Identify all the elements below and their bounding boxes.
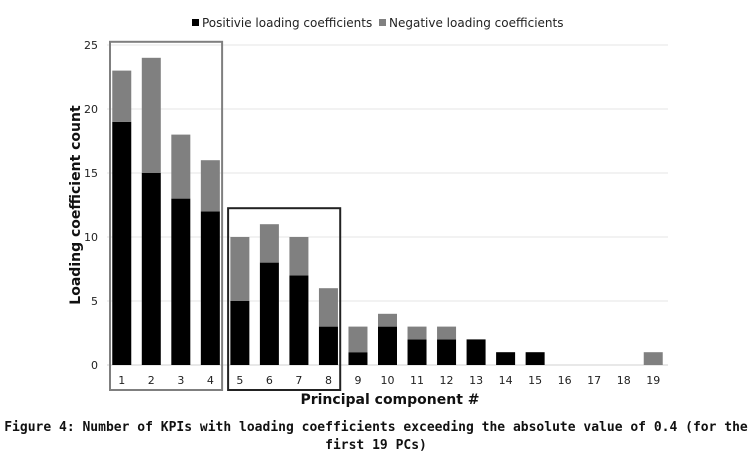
bar-segment: [643, 352, 663, 365]
bar-segment: [141, 57, 161, 173]
bar-segment: [378, 326, 397, 365]
bar-segment: [289, 237, 309, 276]
bar-segment: [437, 326, 457, 340]
y-tick-label: 10: [84, 231, 98, 244]
bar-segment: [259, 262, 279, 365]
bar-segment: [230, 301, 250, 365]
y-tick-label: 15: [84, 167, 98, 180]
highlight-box: [227, 207, 342, 391]
bar-segment: [496, 352, 516, 365]
bars-group: [112, 57, 663, 365]
y-tick-label: 20: [84, 103, 98, 116]
x-tick-label: 16: [558, 374, 572, 387]
bar-segment: [200, 160, 220, 212]
y-axis-label: Loading coefficient count: [68, 105, 84, 305]
highlight-box: [109, 40, 224, 392]
x-tick-label: 13: [469, 374, 483, 387]
bar-segment: [318, 288, 338, 327]
bar-segment: [348, 326, 368, 353]
legend-swatch: [192, 19, 199, 26]
bar-segment: [171, 134, 191, 199]
x-tick-label: 2: [148, 374, 155, 387]
x-axis-label: Principal component #: [300, 392, 479, 408]
y-tick-labels: 0 5 10 15 20 25: [84, 39, 98, 372]
x-tick-label: 3: [177, 374, 184, 387]
x-tick-label: 17: [587, 374, 601, 387]
x-tick-label: 18: [617, 374, 631, 387]
caption-line-1: Figure 4: Number of KPIs with loading co…: [4, 420, 748, 435]
gridlines: [107, 44, 668, 366]
bar-segment: [230, 237, 250, 301]
highlight-boxes: [109, 40, 342, 392]
x-tick-label: 4: [207, 374, 214, 387]
y-tick-label: 25: [84, 39, 98, 52]
caption-line-2: first 19 PCs): [325, 438, 427, 453]
bar-segment: [289, 275, 309, 365]
x-tick-label: 8: [325, 374, 332, 387]
y-tick-label: 5: [91, 295, 98, 308]
bar-segment: [259, 224, 279, 263]
x-tick-label: 14: [499, 374, 513, 387]
bar-segment: [525, 352, 545, 365]
x-tick-label: 12: [440, 374, 454, 387]
bar-segment: [407, 326, 427, 340]
legend-swatch: [379, 19, 386, 26]
x-tick-label: 11: [410, 374, 424, 387]
y-tick-label: 0: [91, 359, 98, 372]
x-tick-label: 5: [236, 374, 243, 387]
x-tick-label: 10: [381, 374, 395, 387]
bar-segment: [112, 121, 132, 365]
figure-caption: Figure 4: Number of KPIs with loading co…: [0, 419, 752, 455]
x-tick-label: 1: [118, 374, 125, 387]
x-tick-label: 7: [295, 374, 302, 387]
bar-segment: [378, 313, 397, 327]
legend-label: Negative loading coefficients: [389, 16, 564, 30]
bar-segment: [171, 198, 191, 365]
x-tick-label: 19: [646, 374, 660, 387]
bar-segment: [348, 352, 368, 365]
legend: Positivie loading coefficients Negative l…: [192, 16, 564, 30]
x-tick-label: 6: [266, 374, 273, 387]
bar-segment: [112, 70, 132, 122]
bar-segment: [437, 339, 457, 365]
x-tick-label: 15: [528, 374, 542, 387]
bar-segment: [407, 339, 427, 365]
x-tick-label: 9: [354, 374, 361, 387]
bar-segment: [466, 339, 486, 365]
bar-segment: [318, 326, 338, 365]
legend-label: Positivie loading coefficients: [202, 16, 372, 30]
bar-segment: [141, 173, 161, 365]
bar-segment: [200, 211, 220, 365]
x-tick-labels: 1 2 3 4 5 6 7 8 9 10 11 12 13 14 15 16 17 18 19: [118, 374, 660, 387]
